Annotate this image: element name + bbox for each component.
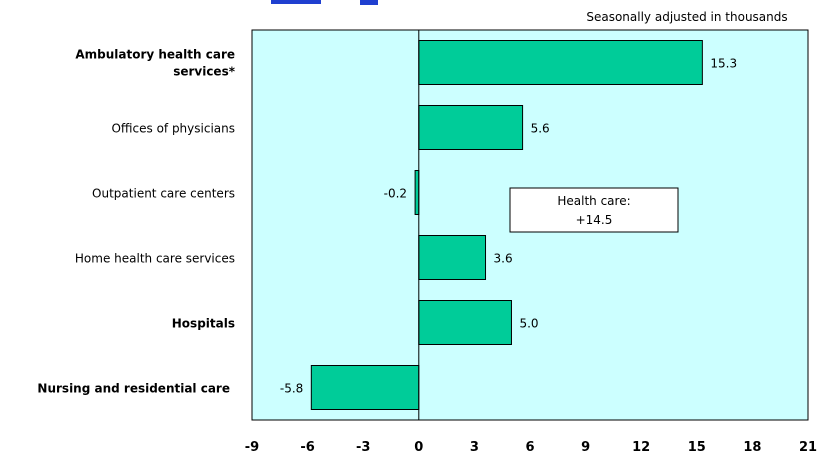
value-label-2: -0.2 — [384, 187, 407, 201]
bar-1 — [419, 106, 523, 150]
category-label-3: Home health care services — [75, 252, 235, 266]
value-label-3: 3.6 — [494, 252, 513, 266]
title-fragment-right — [360, 0, 378, 5]
category-label-0: Ambulatory health care services* — [75, 48, 235, 79]
value-label-0: 15.3 — [710, 57, 737, 71]
x-tick-label-6: 9 — [581, 440, 590, 455]
x-tick-label-1: -6 — [300, 440, 314, 455]
chart-subtitle: Seasonally adjusted in thousands — [586, 10, 787, 24]
bar-5 — [311, 366, 418, 410]
bar-2 — [415, 171, 419, 215]
value-label-4: 5.0 — [519, 317, 538, 331]
x-tick-label-0: -9 — [245, 440, 259, 455]
x-tick-label-3: 0 — [414, 440, 423, 455]
category-label-4: Hospitals — [172, 317, 235, 331]
x-tick-label-2: -3 — [356, 440, 370, 455]
value-label-5: -5.8 — [280, 382, 303, 396]
category-label-2: Outpatient care centers — [92, 187, 235, 201]
x-tick-label-5: 6 — [525, 440, 534, 455]
bar-0 — [419, 41, 703, 85]
annotation-box: Health care: +14.5 — [510, 188, 678, 232]
x-tick-labels: -9 -6 -3 0 3 6 9 12 15 18 21 — [245, 440, 817, 455]
bar-4 — [419, 301, 512, 345]
x-tick-label-4: 3 — [470, 440, 479, 455]
x-tick-label-8: 15 — [688, 440, 706, 455]
annotation-line2: +14.5 — [576, 213, 613, 227]
x-tick-label-10: 21 — [799, 440, 817, 455]
category-label-5: Nursing and residential care — [37, 382, 230, 396]
x-tick-label-7: 12 — [632, 440, 650, 455]
x-tick-label-9: 18 — [743, 440, 761, 455]
annotation-line1: Health care: — [557, 194, 630, 208]
category-labels: Ambulatory health care services* Offices o… — [37, 48, 235, 396]
value-label-1: 5.6 — [531, 122, 550, 136]
category-label-1: Offices of physicians — [111, 122, 235, 136]
bar-3 — [419, 236, 486, 280]
title-fragment-left — [271, 0, 321, 4]
